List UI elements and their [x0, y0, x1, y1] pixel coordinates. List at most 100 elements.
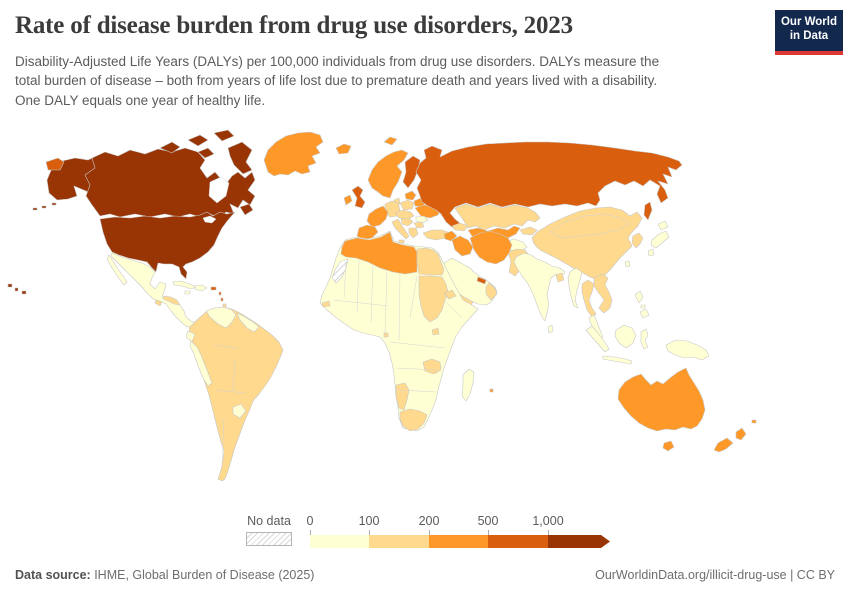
region-syria[interactable] [443, 230, 458, 242]
region-oman[interactable] [485, 282, 498, 301]
region-sri-lanka[interactable] [547, 324, 554, 334]
region-cuba[interactable] [172, 280, 197, 290]
region-korea[interactable] [631, 232, 644, 249]
region-kyrgyzstan-tajikistan[interactable] [519, 226, 538, 236]
region-finland[interactable] [402, 155, 421, 189]
region-australia[interactable] [617, 367, 706, 432]
footer-link[interactable]: OurWorldinData.org/illicit-drug-use | CC… [595, 568, 835, 582]
legend-bin-100-200[interactable] [369, 535, 429, 548]
region-namibia[interactable] [395, 382, 410, 411]
region-senegal[interactable] [321, 300, 331, 308]
region-greenland[interactable] [263, 131, 324, 177]
region-eritrea[interactable] [443, 289, 457, 300]
tick-mark-1000 [548, 530, 549, 535]
region-south-africa[interactable] [399, 408, 428, 432]
region-honduras[interactable] [162, 295, 181, 306]
region-norway-sweden[interactable] [367, 149, 409, 199]
region-fiji[interactable] [751, 419, 757, 424]
region-sudan[interactable] [418, 275, 449, 323]
region-romania[interactable] [415, 215, 429, 224]
region-central-europe[interactable] [394, 209, 415, 220]
region-south-america[interactable] [188, 306, 284, 482]
subtitle-line-2: total burden of disease – both from year… [15, 73, 658, 89]
region-mauritius[interactable] [489, 388, 494, 393]
region-chukotka[interactable] [45, 157, 65, 171]
region-indochina[interactable] [593, 273, 613, 314]
tick-mark-100 [369, 530, 370, 535]
region-antilles-1[interactable] [218, 291, 222, 296]
region-greece[interactable] [408, 227, 419, 239]
legend-bin-1000-plus[interactable] [548, 535, 610, 548]
region-india[interactable] [513, 252, 566, 322]
page-title: Rate of disease burden from drug use dis… [15, 12, 573, 39]
region-el-salvador[interactable] [154, 299, 163, 307]
region-peru[interactable] [189, 340, 213, 387]
region-poland[interactable] [399, 199, 415, 211]
region-bulgaria[interactable] [413, 221, 425, 229]
region-new-zealand[interactable] [713, 427, 747, 453]
region-caucasus[interactable] [451, 222, 469, 232]
region-madagascar[interactable] [461, 368, 475, 402]
region-antilles-3[interactable] [222, 303, 227, 308]
region-china-mongolia[interactable] [531, 206, 643, 281]
region-taiwan[interactable] [624, 260, 631, 268]
region-newfoundland[interactable] [239, 203, 254, 216]
region-japan[interactable] [647, 220, 670, 257]
region-myanmar[interactable] [567, 267, 583, 309]
region-united-kingdom[interactable] [351, 185, 366, 209]
region-russia[interactable] [415, 141, 683, 229]
region-jamaica[interactable] [184, 290, 191, 295]
region-zambia[interactable] [422, 358, 442, 375]
region-mexico-central-america[interactable] [110, 252, 197, 328]
legend-bin-500-1000[interactable] [488, 535, 548, 548]
legend-no-data[interactable]: No data [246, 514, 292, 546]
region-equatorial-guinea[interactable] [383, 332, 389, 338]
legend-bin-0-100[interactable] [310, 535, 369, 548]
region-ireland[interactable] [343, 194, 353, 206]
region-tasmania[interactable] [662, 440, 675, 452]
region-venezuela[interactable] [205, 306, 237, 329]
region-usa[interactable] [99, 211, 236, 280]
tick-label-500: 500 [477, 514, 499, 528]
hudson-bay [208, 176, 230, 204]
region-new-guinea[interactable] [665, 339, 710, 361]
region-iraq[interactable] [451, 235, 474, 257]
region-sakhalin[interactable] [643, 201, 653, 221]
region-iberia[interactable] [356, 224, 379, 241]
region-france[interactable] [366, 205, 389, 228]
region-svalbard[interactable] [383, 136, 398, 146]
region-western-sahara[interactable] [331, 258, 349, 284]
legend-bin-200-500[interactable] [429, 535, 488, 548]
region-canada[interactable] [84, 147, 256, 219]
region-uganda[interactable] [431, 327, 440, 336]
owid-logo[interactable]: Our World in Data [775, 10, 843, 55]
region-guyanas[interactable] [236, 312, 260, 333]
region-hawaii[interactable] [7, 283, 27, 295]
region-baja-california[interactable] [106, 254, 128, 286]
region-thailand[interactable] [581, 279, 597, 318]
region-uae[interactable] [476, 276, 487, 285]
region-bangladesh[interactable] [555, 272, 565, 283]
region-canada-arctic-islands[interactable] [159, 129, 253, 175]
region-sicily[interactable] [398, 239, 405, 244]
region-italy[interactable] [391, 218, 410, 240]
region-antilles-2[interactable] [220, 297, 224, 302]
region-hispaniola[interactable] [194, 284, 208, 292]
region-egypt[interactable] [416, 247, 445, 276]
no-data-swatch[interactable] [246, 532, 292, 546]
region-paraguay[interactable] [232, 403, 247, 419]
no-data-label: No data [247, 514, 291, 528]
region-iceland[interactable] [335, 143, 352, 155]
region-north-africa[interactable] [340, 231, 418, 275]
region-philippines[interactable] [634, 290, 650, 319]
legend-color-bar [310, 535, 610, 548]
region-puerto-rico[interactable] [210, 286, 217, 291]
region-baltics[interactable] [404, 190, 417, 201]
region-kazakhstan[interactable] [454, 203, 541, 231]
region-iran[interactable] [469, 230, 513, 265]
region-balkans[interactable] [400, 217, 414, 227]
data-source-label: Data source: [15, 568, 91, 582]
region-indonesia[interactable] [585, 324, 649, 365]
